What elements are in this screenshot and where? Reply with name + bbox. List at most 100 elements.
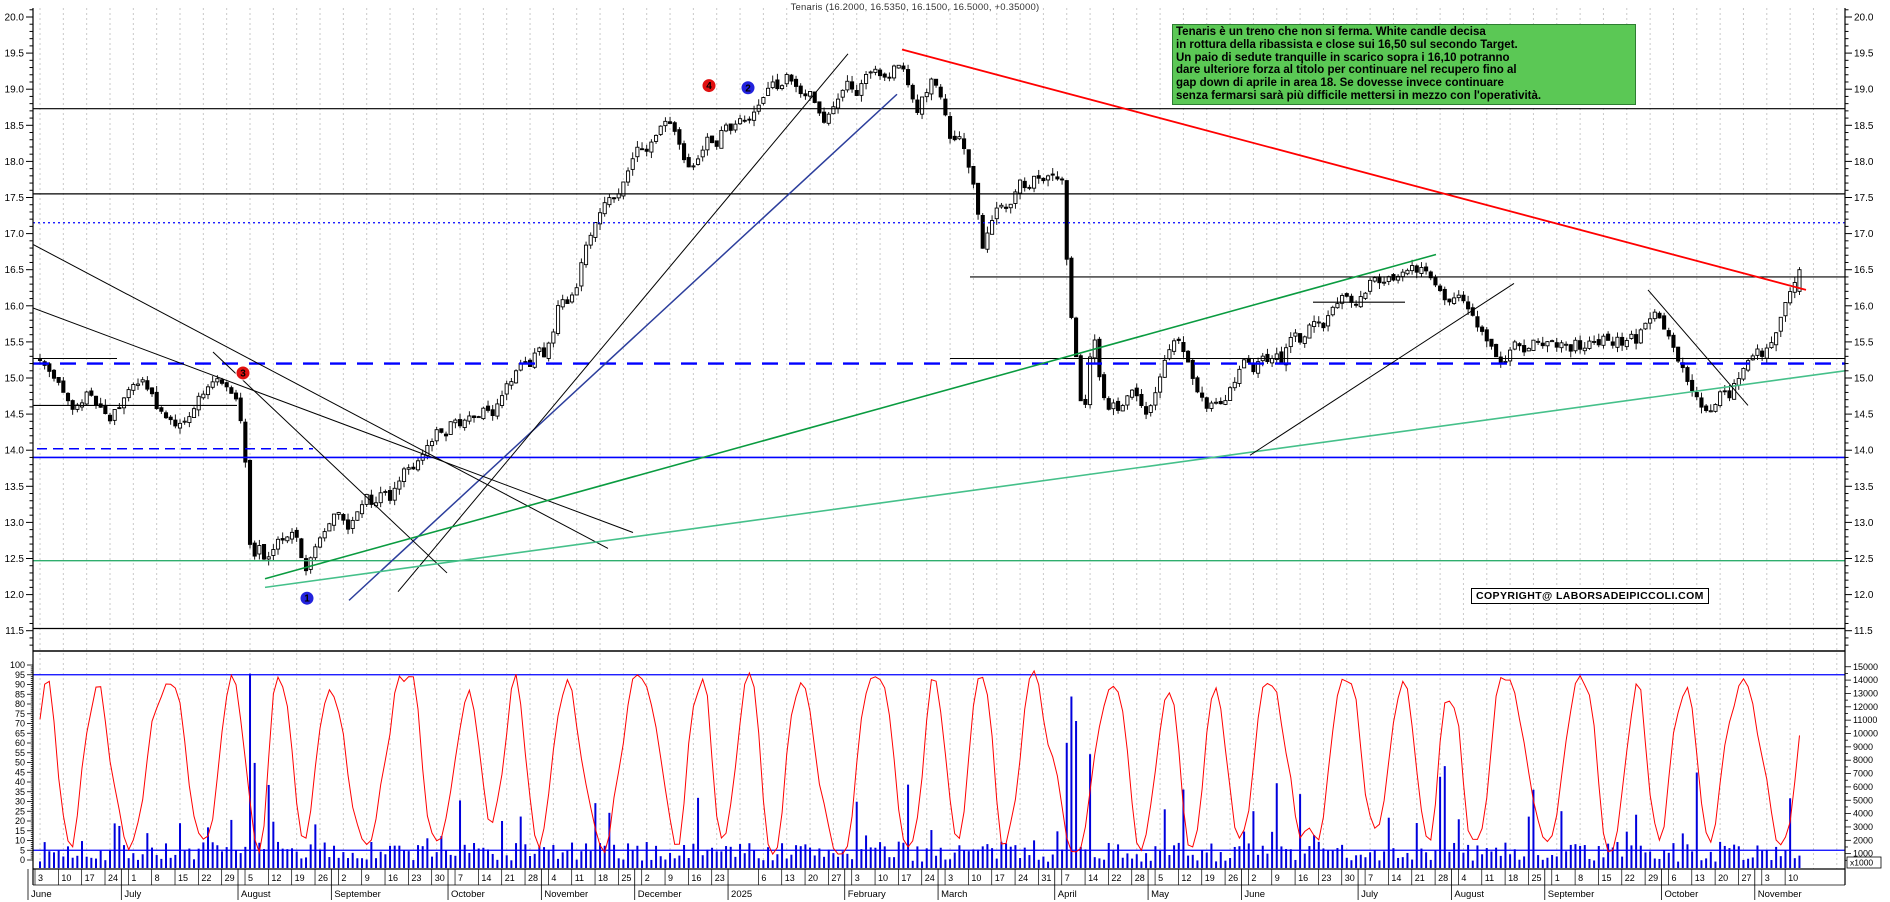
svg-text:60: 60 xyxy=(15,738,25,748)
svg-text:13.0: 13.0 xyxy=(5,518,25,529)
volume-bars xyxy=(39,673,1801,868)
svg-text:10: 10 xyxy=(1788,873,1798,883)
svg-text:3: 3 xyxy=(1765,873,1770,883)
svg-text:April: April xyxy=(1058,889,1077,900)
svg-text:95: 95 xyxy=(15,670,25,680)
svg-text:20: 20 xyxy=(1718,873,1728,883)
svg-text:18.0: 18.0 xyxy=(5,157,25,168)
svg-text:19.5: 19.5 xyxy=(1854,49,1874,60)
svg-text:28: 28 xyxy=(528,873,538,883)
svg-text:7: 7 xyxy=(1368,873,1373,883)
black-downtrend-oct xyxy=(1647,289,1749,406)
svg-text:2000: 2000 xyxy=(1853,835,1873,845)
wave-markers: 1 2 3 4 xyxy=(235,78,756,606)
svg-text:18: 18 xyxy=(1508,873,1518,883)
svg-text:July: July xyxy=(1361,889,1378,900)
svg-text:16.0: 16.0 xyxy=(1854,301,1874,312)
wave-marker-2: 2 xyxy=(740,80,756,96)
black-downtrend-1 xyxy=(33,243,609,549)
svg-text:12: 12 xyxy=(1181,873,1191,883)
svg-text:18: 18 xyxy=(598,873,608,883)
svg-text:14.0: 14.0 xyxy=(1854,446,1874,457)
black-downtrend-3 xyxy=(212,351,448,574)
svg-text:29: 29 xyxy=(225,873,235,883)
svg-text:6000: 6000 xyxy=(1853,782,1873,792)
svg-text:15: 15 xyxy=(1601,873,1611,883)
svg-text:14000: 14000 xyxy=(1853,675,1878,685)
svg-text:June: June xyxy=(31,889,52,900)
svg-text:19: 19 xyxy=(295,873,305,883)
svg-text:13.5: 13.5 xyxy=(5,482,25,493)
oscillator-bands xyxy=(33,674,1845,851)
svg-text:17: 17 xyxy=(901,873,911,883)
svg-text:24: 24 xyxy=(108,873,118,883)
svg-text:March: March xyxy=(941,889,967,900)
svg-text:11.5: 11.5 xyxy=(1854,626,1873,637)
svg-text:13000: 13000 xyxy=(1853,688,1878,698)
red-downtrend xyxy=(901,48,1807,291)
svg-text:10: 10 xyxy=(61,873,71,883)
svg-text:13.0: 13.0 xyxy=(1854,518,1874,529)
svg-text:13: 13 xyxy=(785,873,795,883)
svg-text:18.5: 18.5 xyxy=(1854,121,1874,132)
svg-text:14.0: 14.0 xyxy=(5,446,25,457)
svg-text:12.5: 12.5 xyxy=(1854,554,1874,565)
svg-text:15.0: 15.0 xyxy=(1854,374,1874,385)
svg-text:21: 21 xyxy=(505,873,515,883)
svg-text:12: 12 xyxy=(271,873,281,883)
svg-text:10: 10 xyxy=(15,836,25,846)
svg-text:1: 1 xyxy=(1555,873,1560,883)
svg-text:3: 3 xyxy=(855,873,860,883)
svg-text:12000: 12000 xyxy=(1853,702,1878,712)
svg-text:14.5: 14.5 xyxy=(5,410,25,421)
svg-text:14: 14 xyxy=(1088,873,1098,883)
black-uptrend-1 xyxy=(397,53,849,593)
svg-text:7: 7 xyxy=(1065,873,1070,883)
svg-text:1: 1 xyxy=(304,594,310,605)
svg-text:x1000: x1000 xyxy=(1850,858,1873,868)
svg-text:35: 35 xyxy=(15,787,25,797)
svg-text:November: November xyxy=(1758,889,1802,900)
svg-text:15000: 15000 xyxy=(1853,662,1878,672)
svg-text:75: 75 xyxy=(15,709,25,719)
svg-text:8000: 8000 xyxy=(1853,755,1873,765)
analyst-annotation-box: Tenaris è un treno che non si ferma. Whi… xyxy=(1172,24,1636,105)
svg-text:55: 55 xyxy=(15,748,25,758)
svg-text:8: 8 xyxy=(155,873,160,883)
svg-text:26: 26 xyxy=(1228,873,1238,883)
svg-text:65: 65 xyxy=(15,728,25,738)
svg-text:27: 27 xyxy=(1741,873,1751,883)
svg-text:9: 9 xyxy=(365,873,370,883)
svg-text:100: 100 xyxy=(10,660,25,670)
svg-text:15: 15 xyxy=(15,826,25,836)
svg-text:15.5: 15.5 xyxy=(5,337,25,348)
svg-text:3: 3 xyxy=(240,368,246,379)
axes xyxy=(32,8,1846,886)
svg-text:40: 40 xyxy=(15,777,25,787)
svg-text:9: 9 xyxy=(1275,873,1280,883)
svg-text:16: 16 xyxy=(388,873,398,883)
svg-text:20.0: 20.0 xyxy=(1854,13,1874,24)
svg-text:20.0: 20.0 xyxy=(5,13,25,24)
svg-text:10: 10 xyxy=(878,873,888,883)
svg-text:22: 22 xyxy=(1111,873,1121,883)
svg-text:1000: 1000 xyxy=(1853,849,1873,859)
svg-text:February: February xyxy=(848,889,886,900)
svg-text:5: 5 xyxy=(248,873,253,883)
svg-text:16: 16 xyxy=(1298,873,1308,883)
chart-title: Tenaris (16.2000, 16.5350, 16.1500, 16.5… xyxy=(790,2,1040,13)
svg-text:70: 70 xyxy=(15,719,25,729)
svg-text:45: 45 xyxy=(15,767,25,777)
svg-text:10: 10 xyxy=(971,873,981,883)
svg-text:29: 29 xyxy=(1648,873,1658,883)
svg-text:90: 90 xyxy=(15,680,25,690)
svg-text:11: 11 xyxy=(575,873,584,883)
svg-text:2: 2 xyxy=(341,873,346,883)
svg-text:27: 27 xyxy=(831,873,841,883)
svg-text:6: 6 xyxy=(1671,873,1676,883)
svg-text:17.5: 17.5 xyxy=(1854,193,1874,204)
price-candles xyxy=(37,62,1802,576)
